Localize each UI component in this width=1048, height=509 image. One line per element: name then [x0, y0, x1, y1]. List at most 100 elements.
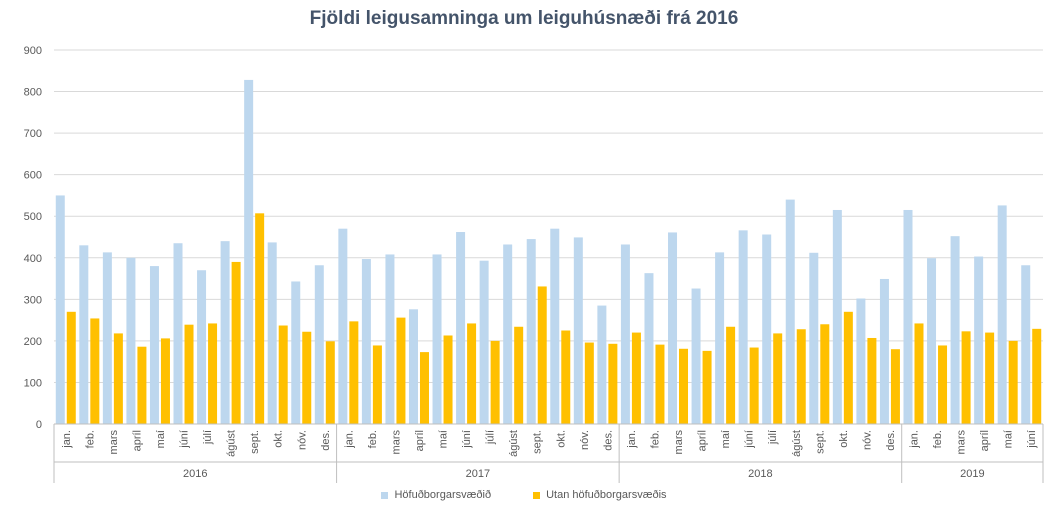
- bar-hofudborgarsvaedid: [597, 305, 607, 424]
- y-tick-label: 700: [24, 128, 42, 140]
- bar-hofudborgarsvaedid: [173, 243, 183, 424]
- month-label: nóv.: [861, 430, 873, 450]
- bar-utan-hofudborgarsvaedis: [208, 323, 218, 424]
- bar-utan-hofudborgarsvaedis: [537, 286, 547, 424]
- month-label: okt.: [273, 430, 285, 448]
- bar-hofudborgarsvaedid: [197, 270, 207, 424]
- bar-hofudborgarsvaedid: [149, 266, 159, 424]
- legend-label-hofudborgarsvaedid: Höfuðborgarsvæðið: [394, 489, 492, 501]
- month-label: nóv.: [579, 430, 591, 450]
- legend-item-utan-hofudborgarsvaedis[interactable]: Utan höfuðborgarsvæðis: [533, 489, 667, 501]
- month-label: jan.: [626, 430, 638, 449]
- bar-hofudborgarsvaedid: [267, 242, 277, 424]
- bar-hofudborgarsvaedid: [927, 258, 937, 424]
- bar-utan-hofudborgarsvaedis: [679, 348, 689, 424]
- bar-utan-hofudborgarsvaedis: [655, 344, 665, 424]
- bar-utan-hofudborgarsvaedis: [184, 324, 194, 424]
- bar-hofudborgarsvaedid: [79, 245, 89, 424]
- bar-hofudborgarsvaedid: [314, 265, 324, 424]
- bar-utan-hofudborgarsvaedis: [867, 337, 877, 424]
- bar-utan-hofudborgarsvaedis: [608, 343, 618, 424]
- bar-hofudborgarsvaedid: [55, 195, 65, 424]
- bar-utan-hofudborgarsvaedis: [914, 323, 924, 424]
- legend: Höfuðborgarsvæðið Utan höfuðborgarsvæðis: [0, 489, 1048, 501]
- legend-swatch-utan-hofudborgarsvaedis: [533, 491, 541, 499]
- bar-utan-hofudborgarsvaedis: [113, 333, 123, 424]
- y-tick-label: 600: [24, 170, 42, 182]
- bar-utan-hofudborgarsvaedis: [419, 352, 429, 424]
- bar-hofudborgarsvaedid: [738, 230, 748, 424]
- y-tick-label: 500: [24, 211, 42, 223]
- month-label: apríl: [979, 430, 991, 451]
- year-label: 2016: [183, 468, 207, 480]
- month-label: feb.: [932, 430, 944, 448]
- bar-hofudborgarsvaedid: [361, 259, 371, 424]
- bar-hofudborgarsvaedid: [1021, 265, 1031, 424]
- month-label: maí: [438, 430, 450, 448]
- y-tick-label: 800: [24, 87, 42, 99]
- month-label: apríl: [414, 430, 426, 451]
- bar-hofudborgarsvaedid: [432, 254, 442, 424]
- bar-utan-hofudborgarsvaedis: [985, 332, 995, 424]
- month-label: sept.: [532, 430, 544, 454]
- month-label: okt.: [555, 430, 567, 448]
- month-label: feb.: [367, 430, 379, 448]
- bar-hofudborgarsvaedid: [338, 228, 348, 424]
- legend-label-utan-hofudborgarsvaedis: Utan höfuðborgarsvæðis: [546, 489, 667, 501]
- bar-utan-hofudborgarsvaedis: [749, 347, 759, 424]
- bar-utan-hofudborgarsvaedis: [726, 326, 736, 424]
- legend-item-hofudborgarsvaedid[interactable]: Höfuðborgarsvæðið: [381, 489, 491, 501]
- bar-utan-hofudborgarsvaedis: [66, 311, 76, 424]
- bar-hofudborgarsvaedid: [503, 244, 513, 424]
- chart-title: Fjöldi leigusamninga um leiguhúsnæði frá…: [309, 8, 739, 29]
- bar-hofudborgarsvaedid: [715, 252, 725, 424]
- bar-hofudborgarsvaedid: [291, 281, 301, 424]
- bar-utan-hofudborgarsvaedis: [773, 333, 783, 424]
- month-label: maí: [1003, 430, 1015, 448]
- month-label: júní: [179, 430, 191, 449]
- month-label: jan.: [343, 430, 355, 449]
- month-label: des.: [602, 430, 614, 451]
- bar-utan-hofudborgarsvaedis: [796, 329, 806, 424]
- bar-hofudborgarsvaedid: [620, 244, 630, 424]
- month-label: maí: [155, 430, 167, 448]
- month-label: júní: [461, 430, 473, 449]
- bar-hofudborgarsvaedid: [879, 278, 889, 424]
- bar-utan-hofudborgarsvaedis: [961, 331, 971, 424]
- month-label: jan.: [908, 430, 920, 449]
- bar-hofudborgarsvaedid: [526, 239, 536, 424]
- bar-utan-hofudborgarsvaedis: [396, 317, 406, 424]
- month-label: des.: [885, 430, 897, 451]
- bar-utan-hofudborgarsvaedis: [490, 340, 500, 424]
- bar-hofudborgarsvaedid: [903, 209, 913, 424]
- month-label: feb.: [649, 430, 661, 448]
- month-label: júlí: [202, 430, 214, 445]
- bar-hofudborgarsvaedid: [997, 205, 1007, 424]
- bar-utan-hofudborgarsvaedis: [278, 325, 288, 424]
- month-label: sept.: [249, 430, 261, 454]
- bar-utan-hofudborgarsvaedis: [372, 345, 382, 424]
- bar-utan-hofudborgarsvaedis: [255, 213, 265, 424]
- bar-utan-hofudborgarsvaedis: [349, 321, 359, 424]
- month-label: júní: [1026, 430, 1038, 449]
- bar-utan-hofudborgarsvaedis: [702, 350, 712, 424]
- bar-utan-hofudborgarsvaedis: [467, 323, 477, 424]
- bar-hofudborgarsvaedid: [785, 199, 795, 424]
- month-label: jan.: [61, 430, 73, 449]
- bar-utan-hofudborgarsvaedis: [631, 332, 641, 424]
- month-label: apríl: [697, 430, 709, 451]
- bar-hofudborgarsvaedid: [385, 254, 395, 424]
- bar-hofudborgarsvaedid: [408, 309, 418, 424]
- bar-utan-hofudborgarsvaedis: [1008, 340, 1018, 424]
- bar-hofudborgarsvaedid: [668, 232, 678, 424]
- bar-hofudborgarsvaedid: [479, 260, 489, 424]
- bar-utan-hofudborgarsvaedis: [938, 345, 948, 424]
- bar-hofudborgarsvaedid: [550, 228, 560, 424]
- bar-hofudborgarsvaedid: [832, 209, 842, 424]
- month-label: nóv.: [296, 430, 308, 450]
- bar-utan-hofudborgarsvaedis: [137, 346, 147, 424]
- month-label: mars: [390, 430, 402, 455]
- bar-hofudborgarsvaedid: [102, 252, 112, 424]
- bar-utan-hofudborgarsvaedis: [231, 261, 241, 424]
